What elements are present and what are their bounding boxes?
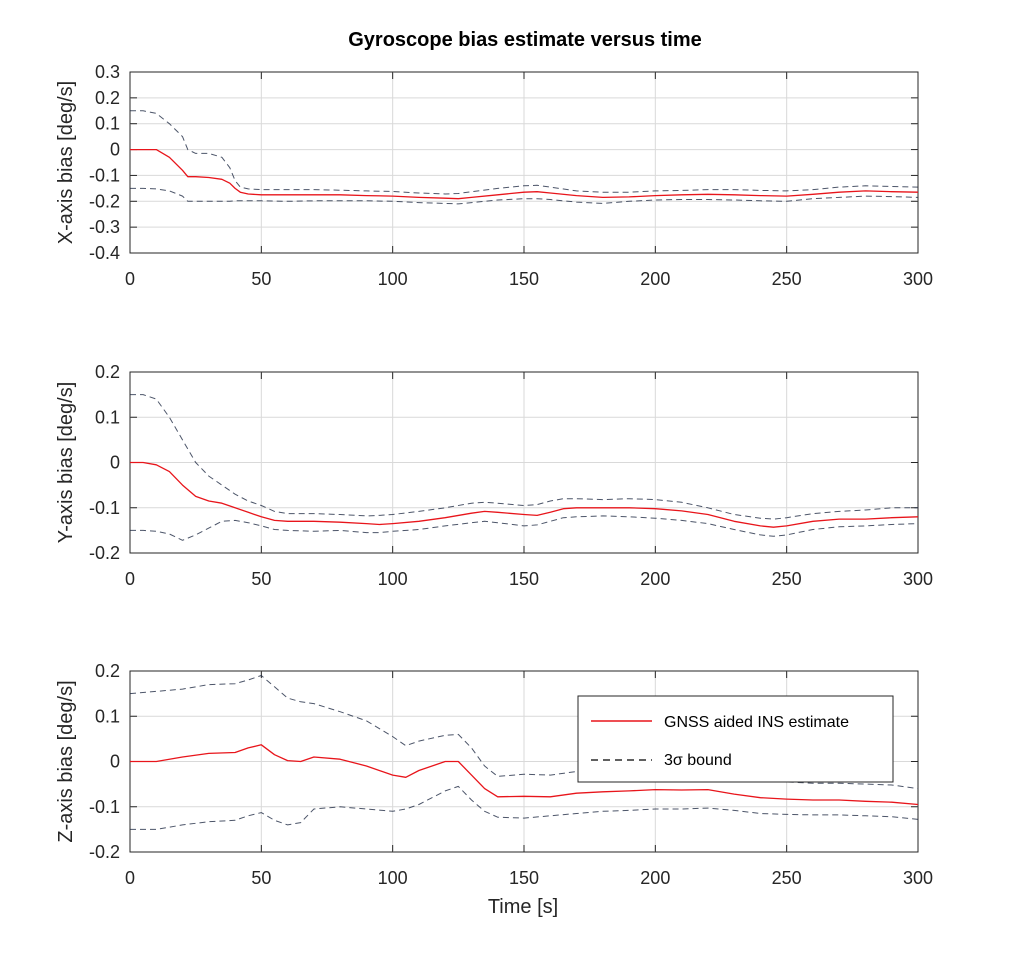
y-axis-bias-ylabel: Y-axis bias [deg/s] xyxy=(55,382,77,544)
x-tick-label: 250 xyxy=(772,868,802,888)
legend-estimate-label: GNSS aided INS estimate xyxy=(664,714,849,731)
legend: GNSS aided INS estimate 3σ bound xyxy=(577,695,894,783)
legend-box xyxy=(577,695,894,783)
upper-3sigma-bound-line xyxy=(130,110,919,195)
x-axis-bias-series xyxy=(130,110,919,205)
x-tick-label: 150 xyxy=(509,269,539,289)
x-tick-label: 200 xyxy=(640,868,670,888)
y-tick-label: -0.1 xyxy=(89,165,120,185)
x-tick-label: 0 xyxy=(125,868,135,888)
x-tick-label: 300 xyxy=(903,868,933,888)
x-tick-label: 50 xyxy=(251,868,271,888)
y-tick-label: -0.1 xyxy=(89,498,120,518)
x-tick-label: 50 xyxy=(251,569,271,589)
x-axis-bias-ticks: 0 50 100 150 200 250 300 -0.4 -0.3 -0.2 -0.1 0 0.1 0.… xyxy=(89,62,933,289)
x-tick-label: 250 xyxy=(772,569,802,589)
z-axis-bias-ticks: 0 50 100 150 200 250 300 -0.2 -0.1 0 0.1 0.2 xyxy=(89,661,933,888)
x-tick-label: 0 xyxy=(125,569,135,589)
figure-title: Gyroscope bias estimate versus time xyxy=(348,29,702,51)
y-axis-bias-plot: 0 50 100 150 200 250 300 -0.2 -0.1 0 0.1 0.2 Y-axis… xyxy=(55,362,933,589)
y-tick-label: -0.3 xyxy=(89,217,120,237)
estimate-series-line xyxy=(130,461,919,528)
x-tick-label: 100 xyxy=(378,569,408,589)
y-tick-label: -0.4 xyxy=(89,243,120,263)
x-tick-label: 150 xyxy=(509,868,539,888)
x-tick-label: 300 xyxy=(903,269,933,289)
x-axis-bias-plot: 0 50 100 150 200 250 300 -0.4 -0.3 -0.2 -0.1 0 0.1 0.… xyxy=(55,62,933,289)
x-tick-label: 200 xyxy=(640,569,670,589)
x-axis-bias-ylabel: X-axis bias [deg/s] xyxy=(55,81,77,244)
x-tick-label: 300 xyxy=(903,569,933,589)
y-tick-label: 0.1 xyxy=(95,407,120,427)
y-tick-label: 0.2 xyxy=(95,88,120,108)
y-tick-label: -0.1 xyxy=(89,797,120,817)
legend-bound-label: 3σ bound xyxy=(664,752,732,769)
y-tick-label: 0 xyxy=(110,752,120,772)
estimate-series-line xyxy=(130,744,919,806)
x-tick-label: 150 xyxy=(509,569,539,589)
y-tick-label: 0 xyxy=(110,140,120,160)
y-tick-label: 0.1 xyxy=(95,706,120,726)
y-tick-label: 0.3 xyxy=(95,62,120,82)
y-tick-label: -0.2 xyxy=(89,543,120,563)
x-tick-label: 0 xyxy=(125,269,135,289)
time-xlabel: Time [s] xyxy=(488,896,558,918)
estimate-series-line xyxy=(130,148,919,200)
x-tick-label: 50 xyxy=(251,269,271,289)
upper-3sigma-bound-line xyxy=(130,394,918,520)
lower-3sigma-bound-line xyxy=(130,785,919,830)
lower-3sigma-bound-line xyxy=(130,515,919,541)
y-tick-label: 0.1 xyxy=(95,114,120,134)
y-axis-bias-grid xyxy=(130,372,918,553)
x-tick-label: 200 xyxy=(640,269,670,289)
x-tick-label: 100 xyxy=(378,269,408,289)
x-tick-label: 250 xyxy=(772,269,802,289)
y-tick-label: -0.2 xyxy=(89,842,120,862)
y-tick-label: 0.2 xyxy=(95,661,120,681)
y-tick-label: 0.2 xyxy=(95,362,120,382)
y-tick-label: 0 xyxy=(110,453,120,473)
y-tick-label: -0.2 xyxy=(89,191,120,211)
z-axis-bias-ylabel: Z-axis bias [deg/s] xyxy=(55,680,77,842)
x-tick-label: 100 xyxy=(378,868,408,888)
y-axis-bias-series xyxy=(130,394,919,541)
y-axis-bias-ticks: 0 50 100 150 200 250 300 -0.2 -0.1 0 0.1 0.2 xyxy=(89,362,933,589)
